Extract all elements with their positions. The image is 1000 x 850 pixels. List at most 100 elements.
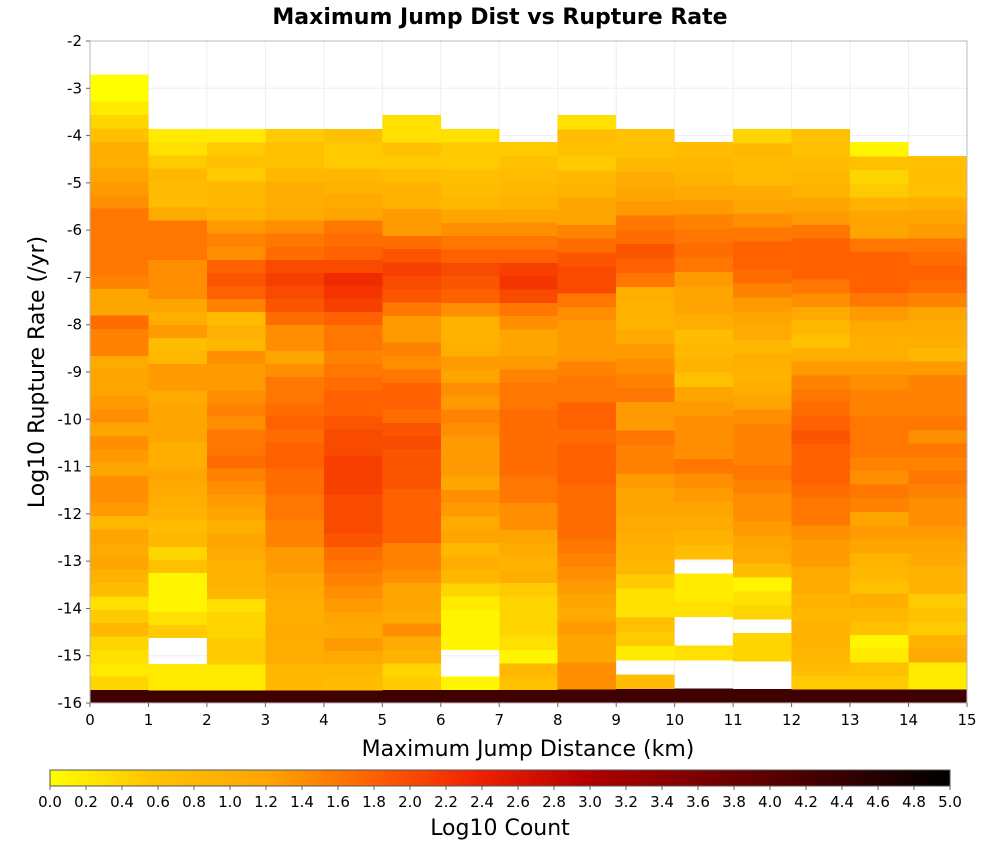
heatmap-cell [265, 611, 324, 626]
heatmap-cell [323, 663, 383, 678]
heatmap-cell [499, 569, 558, 584]
heatmap-cell [557, 648, 617, 663]
y-tick-label: -16 [58, 694, 83, 712]
heatmap-cell [850, 620, 909, 636]
heatmap-cell [557, 525, 617, 540]
heatmap-cell [499, 529, 558, 544]
heatmap-cell [265, 520, 324, 534]
heatmap-cell [616, 516, 675, 532]
heatmap-cell [265, 168, 324, 182]
heatmap-cell [674, 372, 734, 388]
heatmap-cell [557, 620, 617, 636]
heatmap-cell [616, 186, 675, 202]
colorbar-tick-label: 3.2 [614, 793, 638, 811]
heatmap-cell [440, 422, 500, 437]
heatmap-cell [791, 388, 851, 403]
heatmap-cell [616, 401, 675, 417]
heatmap-cell [733, 562, 792, 578]
heatmap-cell [265, 272, 324, 286]
heatmap-cell [265, 389, 324, 404]
heatmap-cell [440, 289, 500, 303]
colorbar-tick-label: 3.0 [578, 793, 602, 811]
heatmap-cell [323, 350, 383, 365]
heatmap-cell [206, 455, 266, 469]
heatmap-cell [382, 382, 441, 397]
heatmap-cell [323, 624, 383, 639]
y-axis-label: Log10 Rupture Rate (/yr) [25, 236, 50, 508]
heatmap-cell [616, 502, 675, 517]
heatmap-cell [90, 74, 149, 89]
heatmap-cell [206, 298, 266, 313]
heatmap-cell [733, 254, 792, 270]
heatmap-cell [148, 376, 207, 391]
heatmap-cell [791, 470, 851, 485]
heatmap-cell [908, 511, 967, 526]
heatmap-cell [499, 516, 558, 530]
heatmap-cell [265, 481, 324, 495]
heatmap-cell [674, 300, 734, 316]
heatmap-cell [206, 494, 266, 508]
heatmap-cell [323, 402, 383, 417]
colorbar-tick-label: 2.6 [506, 793, 530, 811]
colorbar-tick-label: 4.4 [830, 793, 854, 811]
heatmap-cell [850, 237, 909, 253]
heatmap-cell [382, 195, 441, 210]
heatmap-cell [557, 429, 617, 444]
heatmap-cell [323, 533, 383, 547]
heatmap-cell [206, 520, 266, 534]
heatmap-cell [850, 361, 909, 376]
heatmap-cell [674, 386, 734, 402]
heatmap-cell [323, 585, 383, 600]
heatmap-cell [557, 279, 617, 294]
x-tick-label: 12 [782, 711, 801, 729]
heatmap-cell [90, 181, 149, 196]
colorbar-tick-label: 2.2 [434, 793, 458, 811]
y-tick-label: -8 [67, 316, 82, 334]
colorbar-tick-label: 0.8 [182, 793, 206, 811]
heatmap-cell [791, 429, 851, 444]
heatmap-cell [382, 302, 441, 317]
heatmap-cell [557, 347, 617, 362]
heatmap-cell [382, 422, 441, 437]
heatmap-cell [148, 363, 207, 378]
heatmap-cell [733, 170, 792, 186]
heatmap-cell [148, 272, 207, 286]
heatmap-cell [499, 235, 558, 250]
heatmap-cell [908, 210, 967, 225]
heatmap-cell [733, 142, 792, 158]
y-tick-label: -6 [67, 221, 82, 239]
heatmap-cell [148, 220, 207, 234]
heatmap-cell [557, 443, 617, 458]
heatmap-cell [382, 315, 441, 330]
heatmap-cell [206, 689, 266, 704]
heatmap-cell [323, 207, 383, 221]
heatmap-cell [499, 195, 558, 210]
heatmap-cell [90, 649, 149, 664]
heatmap-cell [850, 347, 909, 362]
heatmap-cell [791, 484, 851, 499]
heatmap-cell [206, 220, 266, 234]
heatmap-cell [791, 415, 851, 431]
heatmap-cell [323, 337, 383, 352]
heatmap-cell [733, 478, 792, 494]
heatmap-cell [148, 233, 207, 247]
heatmap-cell [90, 315, 149, 330]
heatmap-cell [382, 489, 441, 504]
heatmap-cell [323, 324, 383, 339]
heatmap-cell [850, 429, 909, 444]
heatmap-cell [90, 261, 149, 276]
heatmap-cell [616, 631, 675, 646]
heatmap-cell [616, 559, 675, 575]
heatmap-cell [323, 272, 383, 286]
heatmap-cell [440, 275, 500, 290]
heatmap-cell [148, 598, 207, 613]
heatmap-cell [323, 611, 383, 626]
heatmap-cell [90, 422, 149, 436]
heatmap-cell [382, 342, 441, 357]
heatmap-cell [791, 183, 851, 198]
heatmap-cell [733, 156, 792, 172]
heatmap-cell [206, 389, 266, 404]
heatmap-cell [499, 622, 558, 637]
heatmap-cell [499, 342, 558, 357]
heatmap-cell [908, 593, 967, 608]
